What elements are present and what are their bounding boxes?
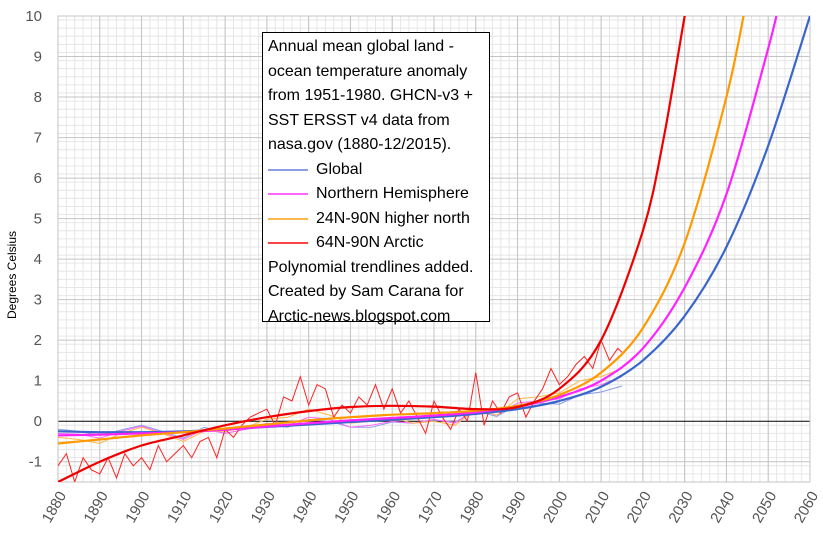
trendline-note: Polynomial trendlines added.: [268, 258, 474, 276]
legend-swatch-24n-90n: [268, 217, 308, 220]
legend-label-northern-hemisphere: Northern Hemisphere: [316, 185, 469, 202]
y-tick-label: 8: [34, 89, 42, 106]
legend-box: Annual mean global land - ocean temperat…: [262, 32, 490, 325]
y-tick-label: 1: [34, 373, 42, 390]
legend-label-24n-90n: 24N-90N higher north: [316, 209, 470, 227]
chart-title: Annual mean global land - ocean temperat…: [268, 38, 473, 153]
x-tick-label: 1910: [164, 489, 195, 526]
y-tick-label: 6: [34, 170, 42, 187]
x-tick-label: 2020: [624, 489, 655, 526]
legend-item-northern-hemisphere: Northern Hemisphere: [268, 182, 484, 207]
x-tick-label: 2060: [791, 489, 822, 526]
y-tick-label: 4: [34, 251, 42, 268]
x-tick-label: 1940: [289, 489, 320, 526]
legend-label-global: Global: [316, 160, 363, 178]
x-tick-label: 1880: [39, 489, 70, 526]
series-line-0: [58, 385, 623, 439]
legend-item-24n-90n: 24N-90N higher north: [268, 207, 484, 232]
plot-frame: [57, 15, 811, 483]
trendline-3: [58, 16, 686, 482]
trend-layer: [58, 16, 810, 482]
series-layer: [58, 338, 623, 482]
y-tick-label: 10: [25, 8, 42, 25]
x-tick-label: 1980: [456, 489, 487, 526]
legend-swatch-arctic: [268, 242, 308, 245]
legend-swatch-global: [268, 168, 308, 171]
x-tick-labels: 1880 1890 1900 1910 1920 1930 1940 1950 1960 1970…: [39, 489, 822, 526]
y-tick-label: 7: [34, 130, 42, 147]
y-tick-label: -1: [29, 454, 42, 471]
series-line-2: [58, 368, 623, 445]
y-tick-label: 5: [34, 211, 42, 228]
x-tick-label: 2050: [749, 489, 780, 526]
x-tick-label: 1970: [415, 489, 446, 526]
x-tick-label: 1930: [248, 489, 279, 526]
y-tick-label: 0: [34, 413, 42, 430]
x-tick-label: 1960: [373, 489, 404, 526]
x-tick-label: 1920: [206, 489, 237, 526]
credit-text: Created by Sam Carana for Arctic-news.bl…: [268, 283, 464, 325]
series-line-3: [58, 338, 623, 482]
x-tick-label: 2040: [707, 489, 738, 526]
y-tick-labels: -1 0 1 2 3 4 5 6 7 8 9 10: [25, 8, 42, 471]
legend-item-arctic: 64N-90N Arctic: [268, 231, 484, 256]
y-axis-label: Degrees Celsius: [5, 231, 19, 319]
legend-item-global: Global: [268, 158, 484, 183]
x-tick-label: 2010: [582, 489, 613, 526]
x-tick-label: 1890: [80, 489, 111, 526]
y-tick-label: 2: [34, 332, 42, 349]
x-tick-label: 2030: [665, 489, 696, 526]
x-tick-label: 1950: [331, 489, 362, 526]
trendline-2: [58, 16, 745, 445]
legend-swatch-northern-hemisphere: [268, 193, 308, 196]
y-tick-label: 9: [34, 49, 42, 66]
y-tick-label: 3: [34, 292, 42, 309]
legend-label-arctic: 64N-90N Arctic: [316, 234, 424, 251]
x-tick-label: 2000: [540, 489, 571, 526]
x-tick-label: 1900: [122, 489, 153, 526]
x-tick-label: 1990: [498, 489, 529, 526]
